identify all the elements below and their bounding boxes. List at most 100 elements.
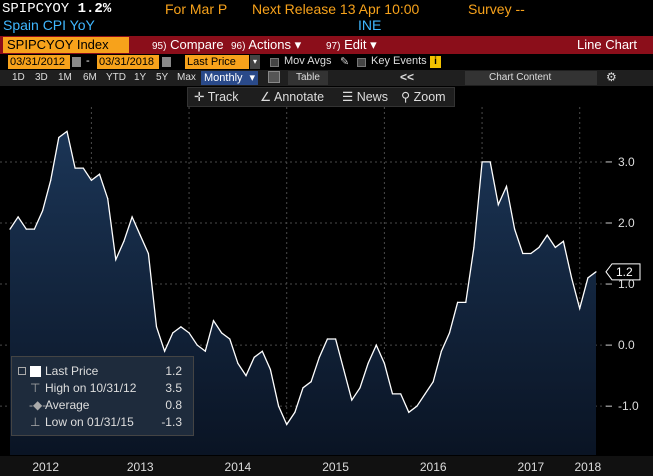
actions-menu[interactable]: 96) Actions ▾ [231,37,301,53]
frequency-label: Monthly [204,72,243,84]
data-point [302,387,304,389]
key-events-label: Key Events [371,55,427,67]
data-point [570,277,573,279]
data-point [277,405,280,407]
security-input[interactable]: SPIPCYOY Index [3,37,129,53]
x-tick-label: 2017 [518,460,545,474]
x-tick-label: 2016 [420,460,447,474]
data-point [351,399,353,401]
news-button[interactable]: ☰ News [342,89,388,104]
info-icon[interactable]: i [430,56,441,68]
compare-number: 95) [152,41,167,52]
data-point [180,326,182,328]
y-tick-label: -1.0 [618,399,639,413]
compare-button[interactable]: 95) Compare [152,37,224,53]
legend-box[interactable] [11,356,194,436]
calendar-icon[interactable] [162,57,171,67]
chart-tools-bar [187,87,455,107]
survey: Survey -- [468,1,525,17]
data-point [326,338,329,340]
period-button-3d[interactable]: 3D [35,72,48,83]
crosshair-icon: ✛ [194,90,205,104]
start-date-input[interactable]: 03/31/2012 [8,55,70,69]
security-header: SPIPCYOY 1.2% For Mar P Next Release 13 … [0,0,653,36]
data-point [359,387,361,389]
data-point [164,350,166,352]
period-button-5y[interactable]: 5Y [156,72,169,83]
data-point [383,362,385,365]
field-select[interactable]: Last Price [185,55,249,69]
table-button[interactable]: Table [288,71,328,85]
y-tick-label: 0.0 [618,338,635,352]
data-point [74,167,76,169]
data-point [367,362,369,365]
data-point [481,161,483,163]
end-date-input[interactable]: 03/31/2018 [97,55,159,69]
data-point [310,381,312,383]
chart-content-button[interactable]: Chart Content [465,71,597,85]
data-point [505,185,508,187]
chevron-down-icon: ▾ [249,72,255,84]
data-point [440,350,442,352]
data-point [448,332,451,334]
track-button[interactable]: ✛ Track [194,89,239,104]
collapse-legend-icon[interactable] [18,367,26,375]
zoom-button[interactable]: ⚲ Zoom [401,89,446,104]
pencil-icon[interactable]: ✎ [340,56,350,68]
data-point [82,167,84,169]
period-button-1d[interactable]: 1D [12,72,25,83]
data-point [41,210,44,212]
data-point [375,344,377,346]
data-point [579,307,581,310]
gear-icon[interactable]: ⚙ [606,70,617,84]
data-point [522,252,524,255]
data-point [318,356,320,358]
data-point [25,228,27,230]
chevron-down-icon[interactable]: ▾ [250,55,260,69]
data-point [237,362,239,365]
data-point [497,204,499,206]
edit-menu[interactable]: 97) Edit ▾ [326,37,377,53]
last-value: 1.2% [77,1,112,17]
high-marker-icon: ⊤ [30,381,41,395]
data-point [416,405,418,407]
data-point [253,356,255,358]
legend-value-average: 0.8 [165,398,182,412]
data-point [155,326,158,328]
pencil-icon: ∠ [260,90,272,104]
data-point [17,216,19,218]
last-value-tag-label: 1.2 [616,265,633,279]
legend-label-last: Last Price [45,364,99,378]
period-button-1m[interactable]: 1M [58,72,72,83]
data-point [172,332,174,334]
edit-number: 97) [326,41,341,52]
frequency-select[interactable]: Monthly ▾ [201,71,258,85]
compare-label: Compare [170,37,224,52]
chart-type-label: Line Chart [577,37,637,52]
x-axis-bar [0,456,653,476]
collapse-button[interactable]: << [400,70,415,84]
function-bar [0,36,653,54]
data-point [530,252,532,255]
period-button-1y[interactable]: 1Y [134,72,147,83]
annotate-button[interactable]: ∠ Annotate [260,89,324,104]
news-label: News [356,90,388,104]
period-button-max[interactable]: Max [177,72,196,83]
period-button-ytd[interactable]: YTD [106,72,126,83]
data-point [562,240,565,242]
x-tick-label: 2018 [575,460,602,474]
period-button-6m[interactable]: 6M [83,72,97,83]
last-value-tag: 1.2 [605,263,641,281]
edit-label: Edit [344,37,367,52]
data-point [204,350,206,352]
data-point [131,216,133,218]
mov-avgs-checkbox[interactable] [270,58,279,67]
legend-label-high: High on 10/31/12 [45,381,137,395]
calendar-icon[interactable] [72,57,81,67]
data-point [58,136,60,139]
key-events-checkbox[interactable] [357,58,366,67]
chart-toggle-checkbox[interactable] [268,71,280,83]
zoom-label: Zoom [413,90,446,104]
data-point [50,179,52,181]
source-label: INE [358,17,382,33]
